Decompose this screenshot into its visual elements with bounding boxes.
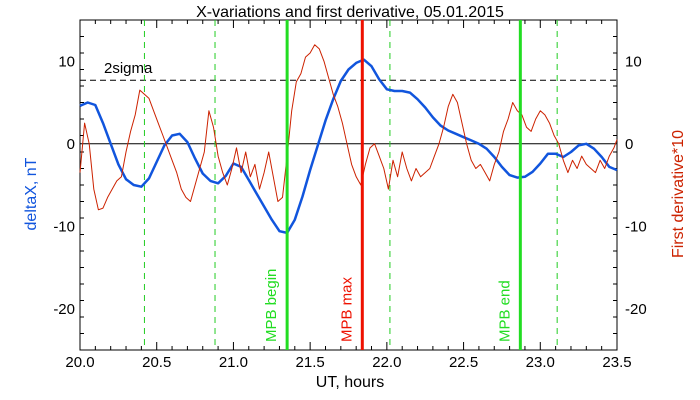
plot-area: 2sigma 20.0 20.5 21.0 21.5 22.0 22.5 23.0 23.5 -2…: [53, 19, 647, 371]
x-tick-label: 20.0: [65, 354, 94, 371]
left-y-tick-label: 0: [67, 136, 75, 153]
x-tick-label: 23.0: [526, 354, 555, 371]
right-y-tick-label: 0: [625, 136, 633, 153]
vertical-marker-label-1: MPB begin: [263, 269, 280, 342]
x-tick-label: 23.5: [602, 354, 631, 371]
right-y-tick-label: 10: [625, 53, 642, 70]
left-y-tick-label: 10: [58, 53, 75, 70]
series-derivative: [79, 44, 618, 211]
right-y-tick-label: -20: [625, 301, 647, 318]
right-y-axis-label: First derivative*10: [670, 130, 687, 258]
x-tick-label: 20.5: [142, 354, 171, 371]
left-y-tick-label: -20: [53, 301, 75, 318]
x-tick-label: 21.0: [219, 354, 248, 371]
x-tick-label: 22.0: [372, 354, 401, 371]
x-tick-label: 22.5: [449, 354, 478, 371]
left-y-axis-label: deltaX, nT: [23, 157, 40, 230]
chart-title: X-variations and first derivative, 05.01…: [196, 4, 504, 21]
vertical-marker-label-3: MPB end: [496, 280, 513, 342]
x-tick-label: 21.5: [296, 354, 325, 371]
threshold-label: 2sigma: [104, 60, 153, 77]
right-y-tick-label: -10: [625, 218, 647, 235]
series-deltaX: [79, 58, 618, 235]
x-axis-label: UT, hours: [316, 374, 384, 391]
vertical-marker-label-2: MPB max: [338, 276, 355, 342]
left-y-tick-label: -10: [53, 218, 75, 235]
